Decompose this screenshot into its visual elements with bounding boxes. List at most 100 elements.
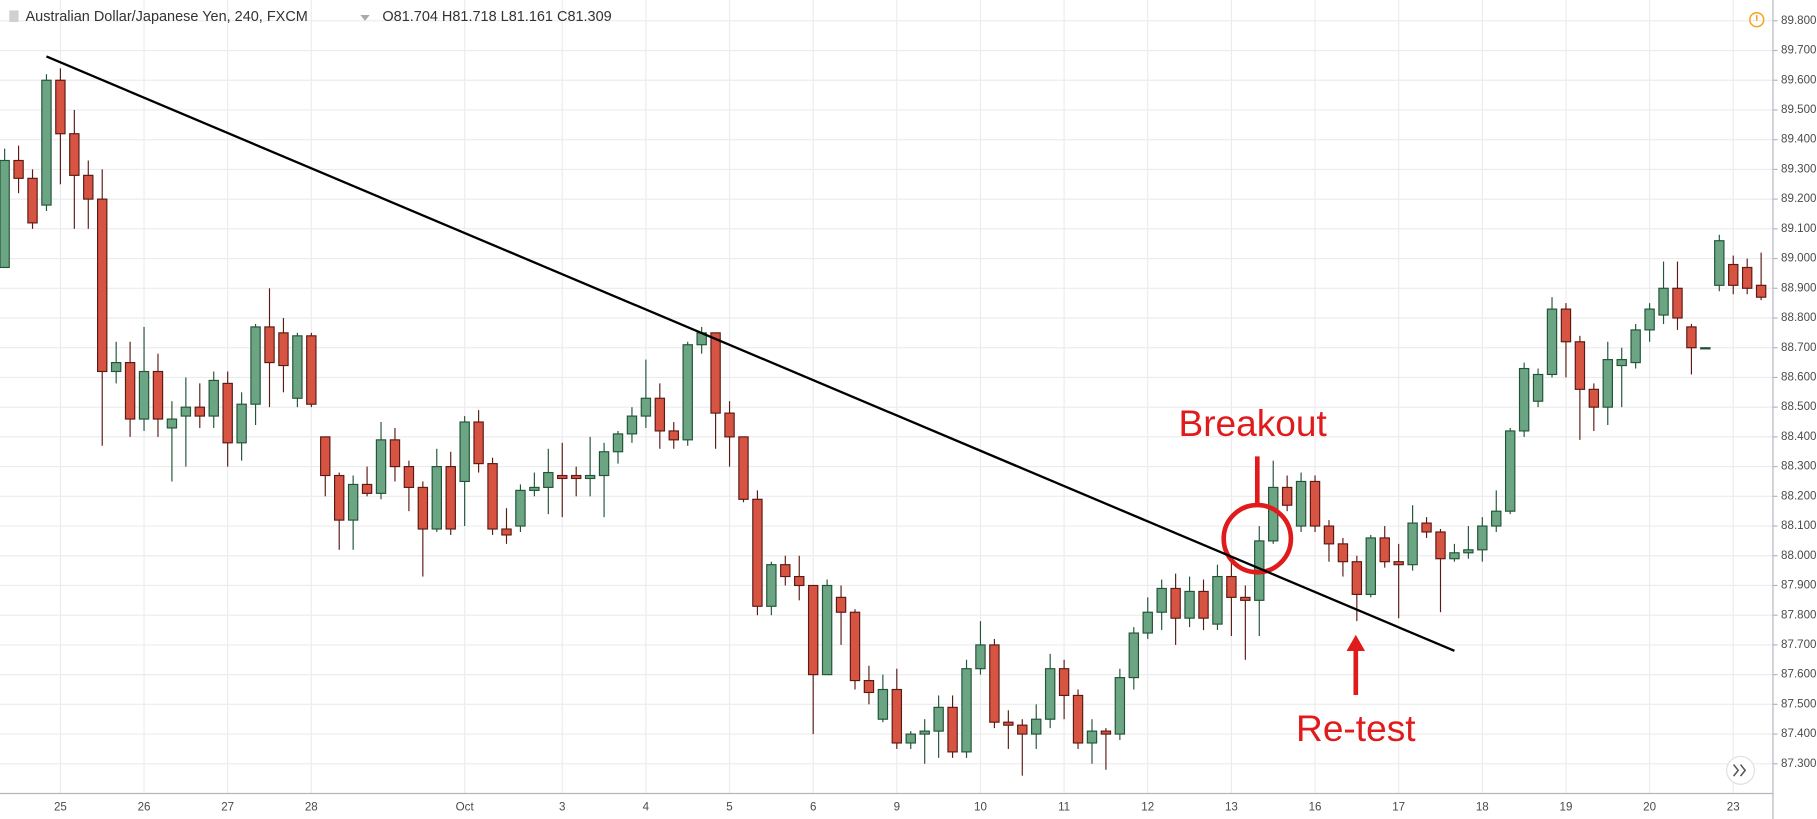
y-tick-label: 89.500 <box>1781 104 1816 116</box>
candle-body <box>1700 347 1711 350</box>
candle-body <box>487 463 498 530</box>
ohlc-readout: O81.704 H81.718 L81.161 C81.309 <box>382 9 611 25</box>
candle-body <box>1491 510 1502 527</box>
candle-body <box>877 688 889 720</box>
candle-body <box>529 486 540 491</box>
candle-body <box>710 332 721 414</box>
y-tick-label: 88.700 <box>1781 342 1816 354</box>
candle-body <box>598 451 610 477</box>
retest-arrow-head <box>1346 634 1366 652</box>
axes: 87.300 87.400 87.500 87.600 87.700 87.800 87.9… <box>54 15 1817 814</box>
candle-body <box>222 382 233 444</box>
x-tick-label: 26 <box>138 801 151 813</box>
candle-body <box>431 466 443 530</box>
candle-body <box>1226 575 1237 598</box>
x-tick-label: 12 <box>1141 801 1154 813</box>
annotation: Re-test <box>1296 707 1416 749</box>
y-tick-label: 88.600 <box>1781 372 1816 384</box>
candle-body <box>989 644 1000 723</box>
x-tick-label: 11 <box>1058 801 1070 813</box>
candle-body <box>1518 367 1530 432</box>
candle-body <box>1588 388 1600 408</box>
candle-body <box>138 370 150 420</box>
candle-body <box>13 159 24 179</box>
candle-body <box>961 668 972 753</box>
candle-body <box>1449 552 1460 560</box>
y-tick-label: 89.600 <box>1781 74 1816 86</box>
candle-body <box>807 584 819 676</box>
candle-body <box>1295 480 1307 527</box>
candle-body <box>1560 308 1572 343</box>
y-tick-label: 89.300 <box>1781 163 1816 175</box>
candle-body <box>570 474 582 480</box>
chart-title: Australian Dollar/Japanese Yen, 240, FXC… <box>25 9 307 25</box>
candle-body <box>682 344 693 441</box>
alert-icon[interactable] <box>1749 11 1765 28</box>
candle-body <box>1114 677 1126 735</box>
candle-body <box>1504 430 1516 512</box>
candle-body <box>264 326 275 364</box>
y-tick-label: 89.100 <box>1781 223 1816 235</box>
candle-body <box>1184 590 1195 619</box>
candle-body <box>766 564 777 607</box>
x-tick-label: 23 <box>1727 801 1740 813</box>
candle-body <box>1031 718 1042 735</box>
candle-body <box>1407 522 1418 566</box>
candle-body <box>389 439 401 468</box>
x-tick-label: 16 <box>1309 801 1322 813</box>
y-tick-label: 87.800 <box>1781 609 1816 621</box>
candle-body <box>752 498 763 607</box>
y-tick-label: 88.300 <box>1781 461 1816 473</box>
dropdown-caret[interactable] <box>360 15 370 21</box>
x-tick-label: 27 <box>221 801 234 813</box>
candle-body <box>654 397 666 432</box>
candle-body <box>584 474 596 480</box>
candle-body <box>501 528 512 536</box>
candle-body <box>473 421 484 465</box>
candle-body <box>1267 486 1279 542</box>
annotation: Breakout <box>1178 402 1327 444</box>
candle-body <box>208 379 219 417</box>
x-tick-label: 5 <box>726 801 732 813</box>
candle-body <box>361 483 373 494</box>
candle-body <box>1337 543 1349 563</box>
candles <box>0 68 1767 776</box>
candle-body <box>417 486 429 530</box>
x-tick-label: 19 <box>1560 801 1573 813</box>
scroll-button[interactable] <box>1726 755 1756 785</box>
y-tick-label: 87.400 <box>1781 728 1816 740</box>
scroll-button-icon <box>1732 764 1747 777</box>
candle-body <box>794 575 805 587</box>
candle-body <box>1532 373 1544 402</box>
candle-body <box>1728 263 1739 286</box>
candle-body <box>166 418 178 429</box>
candle-body <box>1142 611 1153 634</box>
y-tick-label: 89.400 <box>1781 134 1816 146</box>
candle-body <box>891 688 903 744</box>
x-tick-label: 18 <box>1476 801 1489 813</box>
y-tick-label: 89.200 <box>1781 193 1816 205</box>
x-tick-label: 17 <box>1392 801 1405 813</box>
candle-body <box>640 397 652 417</box>
candle-body <box>292 335 303 399</box>
candle-body <box>403 466 415 488</box>
candle-body <box>515 489 526 527</box>
x-tick-label: 9 <box>894 801 900 813</box>
y-tick-label: 89.800 <box>1781 15 1816 27</box>
candle-body <box>1365 537 1377 595</box>
y-tick-label: 87.700 <box>1781 639 1816 651</box>
candle-body <box>1072 694 1084 744</box>
candle-body <box>250 326 261 405</box>
y-tick-label: 88.100 <box>1781 520 1816 532</box>
candle-body <box>320 436 331 477</box>
symbol-icon <box>9 10 19 23</box>
candle-body <box>69 133 80 176</box>
candle-body <box>55 79 66 135</box>
candle-body <box>97 198 108 373</box>
y-tick-label: 88.900 <box>1781 282 1816 294</box>
y-tick-label: 88.500 <box>1781 401 1816 413</box>
candle-body <box>1309 480 1321 527</box>
candle-body <box>1198 590 1209 619</box>
